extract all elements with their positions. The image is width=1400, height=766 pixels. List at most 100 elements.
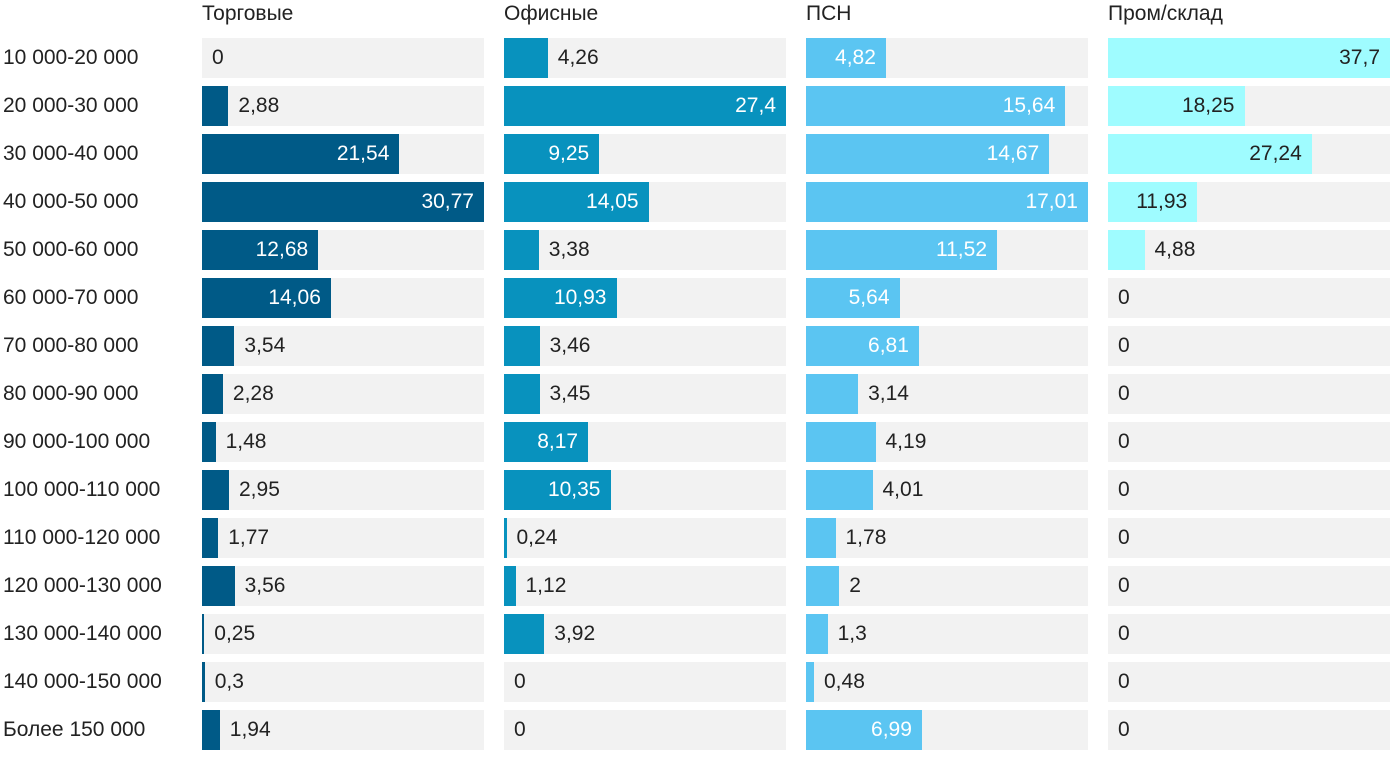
- panel-title: ПСН: [806, 2, 852, 25]
- panel-title: Торговые: [202, 2, 294, 25]
- bar: [202, 230, 319, 270]
- bar-track: [1108, 662, 1390, 702]
- panel-title: Пром/склад: [1108, 2, 1223, 25]
- bar: [806, 374, 859, 414]
- bar: [202, 278, 331, 318]
- data-label: 0: [1118, 718, 1130, 741]
- data-label: 4,82: [835, 46, 876, 69]
- data-label: 12,68: [255, 238, 309, 261]
- bar: [806, 470, 873, 510]
- category-label: 10 000-20 000: [3, 46, 139, 69]
- bar-track: [806, 662, 1088, 702]
- data-label: 0: [1118, 382, 1130, 405]
- data-label: 4,01: [882, 478, 924, 501]
- data-label: 0: [1118, 622, 1130, 645]
- data-label: 4,88: [1154, 238, 1196, 261]
- data-label: 0,24: [516, 526, 558, 549]
- data-label: 3,45: [549, 382, 591, 405]
- bar-track: [1108, 518, 1390, 558]
- bar: [504, 134, 600, 174]
- bar: [806, 566, 840, 606]
- bar: [1108, 38, 1390, 78]
- data-label: 0: [514, 670, 526, 693]
- data-label: 0: [1118, 334, 1130, 357]
- category-label: 110 000-120 000: [3, 526, 161, 549]
- panel-title: Офисные: [504, 2, 599, 25]
- bar: [806, 134, 1050, 174]
- bar: [504, 614, 545, 654]
- data-label: 15,64: [1002, 94, 1056, 117]
- bar-track: [202, 374, 484, 414]
- bar: [202, 134, 400, 174]
- bar-track: [504, 518, 786, 558]
- bar-track: [202, 422, 484, 462]
- data-label: 11,52: [936, 238, 987, 261]
- data-label: 11,93: [1136, 190, 1188, 213]
- category-label: 100 000-110 000: [3, 478, 161, 501]
- data-label: 10,35: [547, 478, 601, 501]
- bar: [202, 470, 229, 510]
- bar-track: [504, 566, 786, 606]
- bar-track: [806, 614, 1088, 654]
- data-label: 6,99: [871, 718, 912, 741]
- bar: [806, 422, 876, 462]
- bar: [1108, 182, 1198, 222]
- bar: [806, 278, 900, 318]
- data-label: 3,54: [244, 334, 286, 357]
- bar: [504, 470, 611, 510]
- bar-track: [202, 86, 484, 126]
- data-label: 0: [1118, 286, 1130, 309]
- bar-track: [1108, 326, 1390, 366]
- bar: [202, 710, 220, 750]
- bar: [1108, 230, 1145, 270]
- bar: [504, 278, 617, 318]
- bar: [806, 326, 919, 366]
- bar: [504, 566, 516, 606]
- category-label: 130 000-140 000: [3, 622, 162, 645]
- bar-track: [1108, 470, 1390, 510]
- bar-track: [202, 518, 484, 558]
- data-label: 14,05: [586, 190, 639, 213]
- category-label: Более 150 000: [3, 718, 146, 741]
- data-label: 8,17: [537, 430, 579, 453]
- data-label: 3,14: [868, 382, 909, 405]
- data-label: 14,06: [268, 286, 321, 309]
- bar-track: [806, 518, 1088, 558]
- data-label: 18,25: [1181, 94, 1235, 117]
- data-label: 2,88: [238, 94, 280, 117]
- data-label: 3,46: [549, 334, 591, 357]
- data-label: 1,77: [228, 526, 270, 549]
- data-label: 2,95: [239, 478, 280, 501]
- data-label: 0: [1118, 430, 1130, 453]
- data-label: 10,93: [553, 286, 607, 309]
- bar-track: [202, 662, 484, 702]
- bar: [202, 614, 205, 654]
- category-label: 90 000-100 000: [3, 430, 151, 453]
- data-label: 4,19: [885, 430, 927, 453]
- bar: [504, 422, 589, 462]
- data-label: 9,25: [548, 142, 590, 165]
- bar: [202, 422, 216, 462]
- bar: [504, 518, 507, 558]
- data-label: 0,3: [214, 670, 244, 693]
- category-label: 120 000-130 000: [3, 574, 162, 597]
- bar: [202, 566, 235, 606]
- bar: [202, 518, 219, 558]
- data-label: 0: [1118, 526, 1130, 549]
- bar: [202, 182, 484, 222]
- bar: [504, 182, 649, 222]
- bar: [202, 374, 223, 414]
- data-label: 0: [1118, 670, 1130, 693]
- bar: [806, 230, 997, 270]
- bar-track: [1108, 710, 1390, 750]
- data-label: 4,26: [557, 46, 599, 69]
- data-label: 0: [1118, 574, 1130, 597]
- bar: [806, 614, 828, 654]
- category-label: 30 000-40 000: [3, 142, 139, 165]
- data-label: 3,38: [548, 238, 590, 261]
- data-label: 6,81: [868, 334, 909, 357]
- bar: [504, 230, 539, 270]
- bar-track: [202, 566, 484, 606]
- category-label: 80 000-90 000: [3, 382, 139, 405]
- bar-track: [504, 614, 786, 654]
